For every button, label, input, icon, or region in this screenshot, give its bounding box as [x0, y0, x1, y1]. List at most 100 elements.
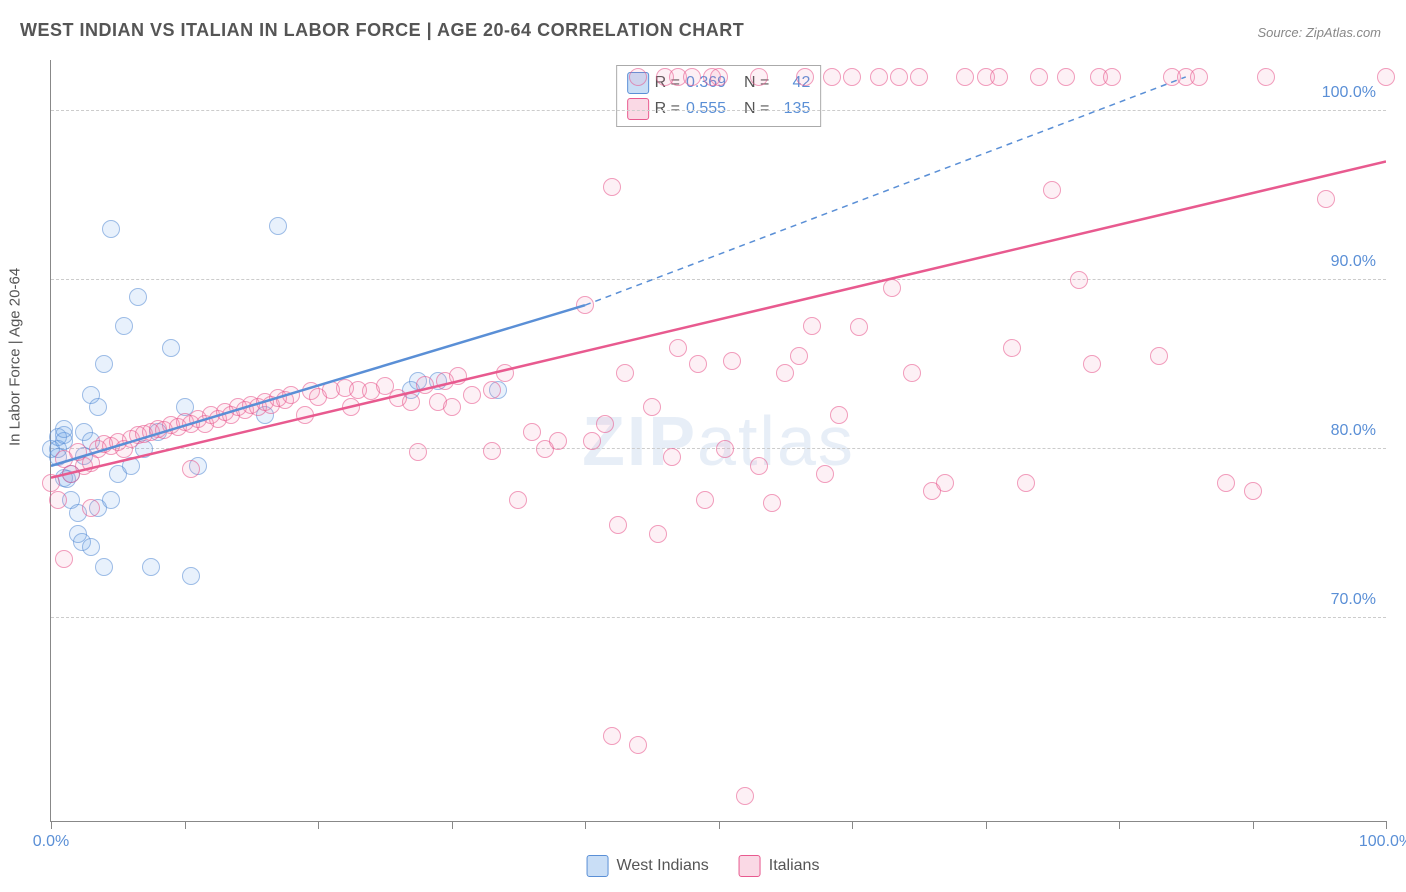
scatter-point [790, 347, 808, 365]
scatter-point [776, 364, 794, 382]
xtick [1386, 821, 1387, 829]
ytick-label: 70.0% [1331, 591, 1376, 609]
scatter-point [629, 736, 647, 754]
scatter-point [616, 364, 634, 382]
scatter-point [843, 68, 861, 86]
scatter-point [1057, 68, 1075, 86]
y-axis-label: In Labor Force | Age 20-64 [7, 268, 24, 446]
scatter-point [1217, 474, 1235, 492]
scatter-point [936, 474, 954, 492]
scatter-point [1190, 68, 1208, 86]
scatter-point [509, 491, 527, 509]
ytick-label: 100.0% [1322, 84, 1376, 102]
scatter-point [583, 432, 601, 450]
watermark: ZIPatlas [582, 401, 855, 481]
swatch-blue-icon [587, 855, 609, 877]
scatter-point [603, 178, 621, 196]
scatter-point [95, 558, 113, 576]
scatter-point [870, 68, 888, 86]
scatter-point [82, 538, 100, 556]
scatter-point [409, 443, 427, 461]
xtick [986, 821, 987, 829]
xtick [452, 821, 453, 829]
regression-line-italians [51, 161, 1386, 477]
gridline [51, 279, 1386, 280]
bottom-legend-west-indians: West Indians [587, 855, 709, 877]
chart-container: WEST INDIAN VS ITALIAN IN LABOR FORCE | … [0, 0, 1406, 892]
scatter-point [449, 367, 467, 385]
scatter-point [736, 787, 754, 805]
scatter-point [496, 364, 514, 382]
scatter-point [162, 339, 180, 357]
scatter-point [763, 494, 781, 512]
gridline [51, 617, 1386, 618]
scatter-point [689, 355, 707, 373]
xtick [185, 821, 186, 829]
regression-overlay [51, 60, 1386, 821]
xtick [1119, 821, 1120, 829]
scatter-point [1043, 181, 1061, 199]
chart-title: WEST INDIAN VS ITALIAN IN LABOR FORCE | … [20, 20, 744, 41]
scatter-point [549, 432, 567, 450]
scatter-point [1317, 190, 1335, 208]
scatter-point [102, 220, 120, 238]
scatter-point [49, 491, 67, 509]
scatter-point [129, 288, 147, 306]
scatter-point [669, 339, 687, 357]
scatter-point [796, 68, 814, 86]
scatter-point [269, 217, 287, 235]
scatter-point [402, 393, 420, 411]
scatter-point [55, 550, 73, 568]
scatter-point [990, 68, 1008, 86]
xtick [51, 821, 52, 829]
scatter-point [296, 406, 314, 424]
scatter-point [890, 68, 908, 86]
scatter-point [710, 68, 728, 86]
xtick [719, 821, 720, 829]
scatter-point [663, 448, 681, 466]
bottom-legend: West Indians Italians [587, 855, 820, 877]
ytick-label: 80.0% [1331, 422, 1376, 440]
scatter-point [416, 376, 434, 394]
scatter-point [576, 296, 594, 314]
scatter-point [142, 558, 160, 576]
scatter-point [750, 68, 768, 86]
scatter-point [883, 279, 901, 297]
scatter-point [483, 442, 501, 460]
scatter-point [1030, 68, 1048, 86]
scatter-point [1070, 271, 1088, 289]
scatter-point [1150, 347, 1168, 365]
scatter-point [342, 398, 360, 416]
scatter-point [483, 381, 501, 399]
scatter-point [716, 440, 734, 458]
scatter-point [629, 68, 647, 86]
xtick-label: 0.0% [33, 833, 69, 851]
scatter-point [1003, 339, 1021, 357]
scatter-point [603, 727, 621, 745]
scatter-point [683, 68, 701, 86]
scatter-point [609, 516, 627, 534]
scatter-point [89, 398, 107, 416]
scatter-point [850, 318, 868, 336]
scatter-point [443, 398, 461, 416]
xtick [1253, 821, 1254, 829]
scatter-point [95, 355, 113, 373]
bottom-legend-italians: Italians [739, 855, 820, 877]
scatter-point [823, 68, 841, 86]
scatter-point [55, 420, 73, 438]
scatter-point [1244, 482, 1262, 500]
plot-area: ZIPatlas R = 0.369 N = 42 R = 0.555 N = … [50, 60, 1386, 822]
scatter-point [282, 386, 300, 404]
bottom-legend-label: West Indians [617, 857, 709, 875]
scatter-point [596, 415, 614, 433]
scatter-point [723, 352, 741, 370]
scatter-point [750, 457, 768, 475]
scatter-point [82, 499, 100, 517]
swatch-pink-icon [739, 855, 761, 877]
scatter-point [523, 423, 541, 441]
scatter-point [643, 398, 661, 416]
scatter-point [182, 460, 200, 478]
source-label: Source: ZipAtlas.com [1257, 25, 1381, 40]
gridline [51, 110, 1386, 111]
xtick [585, 821, 586, 829]
